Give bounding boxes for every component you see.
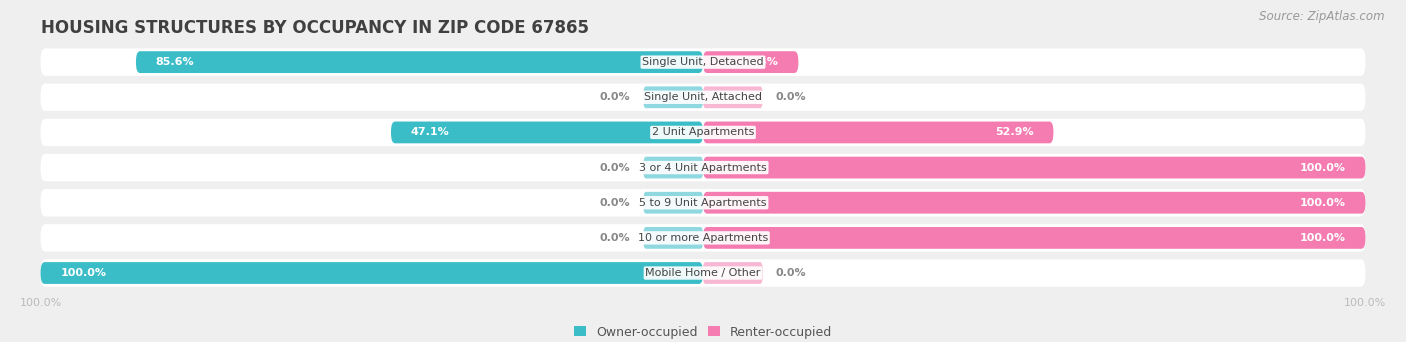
Text: 14.4%: 14.4%	[740, 57, 779, 67]
FancyBboxPatch shape	[41, 154, 1365, 181]
FancyBboxPatch shape	[703, 192, 1365, 214]
Text: 100.0%: 100.0%	[60, 268, 107, 278]
FancyBboxPatch shape	[41, 262, 703, 284]
FancyBboxPatch shape	[644, 157, 703, 179]
Text: 0.0%: 0.0%	[599, 198, 630, 208]
Text: 0.0%: 0.0%	[776, 268, 807, 278]
Text: 100.0%: 100.0%	[1299, 162, 1346, 173]
Text: 52.9%: 52.9%	[995, 128, 1033, 137]
Text: Single Unit, Attached: Single Unit, Attached	[644, 92, 762, 102]
Text: 100.0%: 100.0%	[1299, 198, 1346, 208]
FancyBboxPatch shape	[703, 87, 762, 108]
Text: 47.1%: 47.1%	[411, 128, 450, 137]
Legend: Owner-occupied, Renter-occupied: Owner-occupied, Renter-occupied	[568, 320, 838, 342]
FancyBboxPatch shape	[41, 224, 1365, 252]
Text: 3 or 4 Unit Apartments: 3 or 4 Unit Apartments	[640, 162, 766, 173]
FancyBboxPatch shape	[41, 259, 1365, 287]
FancyBboxPatch shape	[41, 119, 1365, 146]
Text: 0.0%: 0.0%	[776, 92, 807, 102]
Text: 100.0%: 100.0%	[1299, 233, 1346, 243]
FancyBboxPatch shape	[41, 189, 1365, 216]
FancyBboxPatch shape	[41, 49, 1365, 76]
Text: 5 to 9 Unit Apartments: 5 to 9 Unit Apartments	[640, 198, 766, 208]
Text: Source: ZipAtlas.com: Source: ZipAtlas.com	[1260, 10, 1385, 23]
FancyBboxPatch shape	[703, 227, 1365, 249]
FancyBboxPatch shape	[644, 192, 703, 214]
Text: 0.0%: 0.0%	[599, 233, 630, 243]
FancyBboxPatch shape	[644, 227, 703, 249]
FancyBboxPatch shape	[136, 51, 703, 73]
FancyBboxPatch shape	[703, 262, 762, 284]
FancyBboxPatch shape	[41, 83, 1365, 111]
Text: 0.0%: 0.0%	[599, 92, 630, 102]
Text: 0.0%: 0.0%	[599, 162, 630, 173]
Text: Single Unit, Detached: Single Unit, Detached	[643, 57, 763, 67]
FancyBboxPatch shape	[703, 121, 1053, 143]
Text: 10 or more Apartments: 10 or more Apartments	[638, 233, 768, 243]
Text: HOUSING STRUCTURES BY OCCUPANCY IN ZIP CODE 67865: HOUSING STRUCTURES BY OCCUPANCY IN ZIP C…	[41, 19, 589, 37]
Text: 2 Unit Apartments: 2 Unit Apartments	[652, 128, 754, 137]
FancyBboxPatch shape	[391, 121, 703, 143]
FancyBboxPatch shape	[644, 87, 703, 108]
FancyBboxPatch shape	[703, 51, 799, 73]
Text: Mobile Home / Other: Mobile Home / Other	[645, 268, 761, 278]
FancyBboxPatch shape	[703, 157, 1365, 179]
Text: 85.6%: 85.6%	[156, 57, 194, 67]
